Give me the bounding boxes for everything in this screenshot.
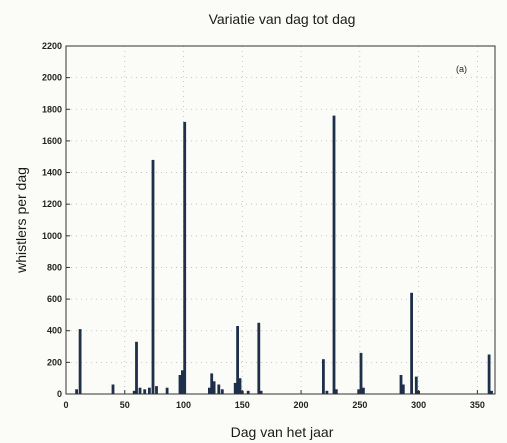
bar: [151, 159, 155, 394]
bars: [75, 115, 493, 395]
bar: [178, 375, 182, 394]
bar: [238, 378, 242, 394]
x-axis-label: Dag van het jaar: [231, 424, 334, 440]
x-tick-label: 0: [63, 400, 68, 410]
x-tick-label: 200: [294, 400, 309, 410]
bar: [138, 387, 142, 394]
bar: [210, 373, 214, 394]
y-tick-label: 400: [47, 326, 62, 336]
bar: [490, 390, 493, 394]
y-tick-label: 1000: [42, 231, 62, 241]
y-tick-label: 1200: [42, 199, 62, 209]
plot-frame: [65, 45, 496, 395]
x-tick-label: 150: [235, 400, 250, 410]
bar: [148, 387, 151, 394]
grid: [66, 46, 495, 394]
y-tick-label: 600: [47, 294, 62, 304]
bar: [334, 389, 338, 394]
y-axis-label: whistlers per dag: [13, 167, 29, 274]
x-tick-label: 350: [470, 400, 485, 410]
bar: [410, 292, 413, 394]
ticks: 0200400600800100012001400160018002000220…: [42, 41, 485, 410]
bar: [399, 375, 403, 394]
bar: [78, 329, 82, 394]
bar: [322, 359, 325, 394]
bar: [359, 352, 363, 394]
y-tick-label: 2000: [42, 73, 62, 83]
bar: [111, 384, 115, 394]
bar: [233, 382, 237, 394]
bar: [362, 387, 365, 394]
y-tick-label: 800: [47, 262, 62, 272]
bar: [332, 115, 336, 394]
bar: [325, 390, 329, 394]
x-tick-label: 300: [411, 400, 426, 410]
bar: [143, 389, 147, 394]
bar: [259, 390, 263, 394]
bar: [165, 387, 169, 394]
y-tick-label: 0: [57, 389, 62, 399]
chart-title: Variatie van dag tot dag: [209, 11, 356, 27]
x-tick-label: 100: [176, 400, 191, 410]
bar: [401, 384, 405, 394]
bar: [208, 387, 211, 394]
bar: [212, 381, 216, 394]
bar: [75, 389, 78, 394]
bar: [155, 386, 158, 394]
bar: [257, 322, 261, 394]
bar: [220, 389, 224, 394]
y-tick-label: 1400: [42, 168, 62, 178]
bar: [414, 376, 418, 394]
y-tick-label: 1800: [42, 104, 62, 114]
bar: [246, 390, 250, 394]
bar: [183, 121, 187, 395]
x-tick-label: 250: [352, 400, 367, 410]
bar: [181, 370, 184, 394]
bar: [217, 384, 221, 394]
bar: [236, 326, 239, 394]
bar: [135, 341, 138, 394]
y-tick-label: 1600: [42, 136, 62, 146]
bar: [132, 390, 136, 394]
bar: [487, 354, 491, 394]
y-tick-label: 2200: [42, 41, 62, 51]
bar: [357, 389, 361, 394]
x-tick-label: 50: [120, 400, 130, 410]
y-tick-label: 200: [47, 357, 62, 367]
panel-label: (a): [456, 64, 467, 74]
